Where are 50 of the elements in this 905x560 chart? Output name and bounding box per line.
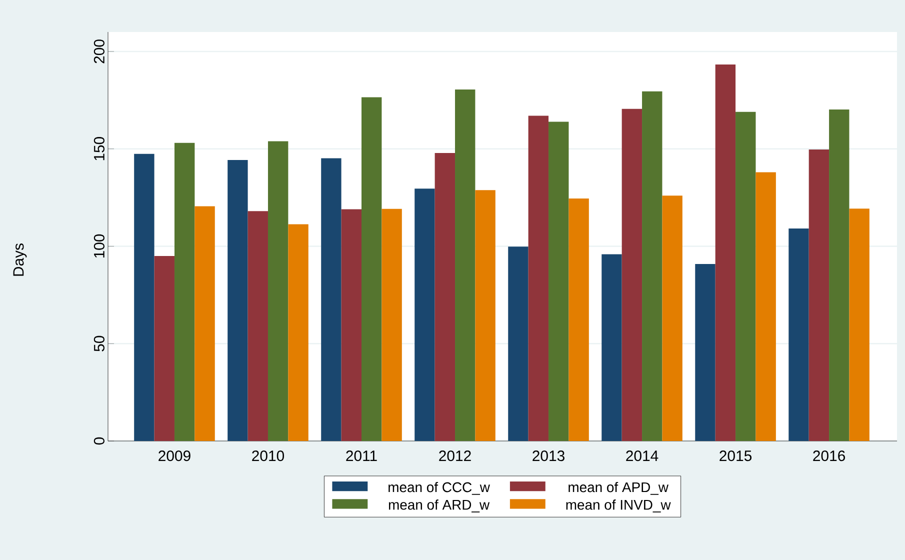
bar xyxy=(321,158,342,441)
bar xyxy=(154,256,174,441)
bar xyxy=(642,91,662,441)
bar xyxy=(849,208,870,441)
bar xyxy=(756,172,776,441)
legend-label: mean of CCC_w xyxy=(388,482,490,495)
x-tick-label: 2010 xyxy=(252,450,284,462)
bar xyxy=(568,198,589,441)
legend-label: mean of ARD_w xyxy=(388,500,490,512)
bar xyxy=(622,108,642,441)
bar xyxy=(662,196,682,441)
bar xyxy=(475,190,496,441)
bar xyxy=(134,154,154,441)
bar xyxy=(362,97,382,441)
bar xyxy=(508,246,528,441)
x-tick-label: 2016 xyxy=(813,450,845,462)
bar xyxy=(548,122,569,441)
x-tick-label: 2011 xyxy=(346,450,377,462)
y-tick-label: 150 xyxy=(94,136,104,160)
bar xyxy=(736,112,756,441)
x-tick-label: 2013 xyxy=(532,450,564,462)
bar xyxy=(528,116,549,441)
bar xyxy=(248,211,268,441)
bar xyxy=(695,264,716,441)
bar xyxy=(268,141,288,441)
bar xyxy=(455,89,476,441)
bar xyxy=(808,149,830,441)
bar xyxy=(382,208,402,441)
y-tick-label: 200 xyxy=(94,40,104,64)
bar xyxy=(829,110,850,441)
bar xyxy=(288,224,308,441)
bar xyxy=(341,209,362,441)
y-tick-label: 50 xyxy=(94,336,104,352)
x-tick-label: 2014 xyxy=(626,450,658,462)
legend-label: mean of APD_w xyxy=(568,482,668,495)
bar xyxy=(228,160,248,441)
bar xyxy=(788,228,809,441)
x-tick-label: 2009 xyxy=(158,450,190,462)
bar xyxy=(434,152,456,441)
bar xyxy=(194,206,215,441)
y-tick-label: 0 xyxy=(94,437,104,445)
bar xyxy=(715,64,736,441)
y-tick-label: 100 xyxy=(94,234,104,258)
y-axis-title: Days xyxy=(13,244,27,276)
bar xyxy=(174,142,195,441)
x-tick-label: 2015 xyxy=(720,450,752,462)
x-tick-label: 2012 xyxy=(439,450,471,462)
legend-label: mean of INVD_w xyxy=(566,500,671,512)
bar xyxy=(602,254,622,441)
bar xyxy=(414,188,435,441)
